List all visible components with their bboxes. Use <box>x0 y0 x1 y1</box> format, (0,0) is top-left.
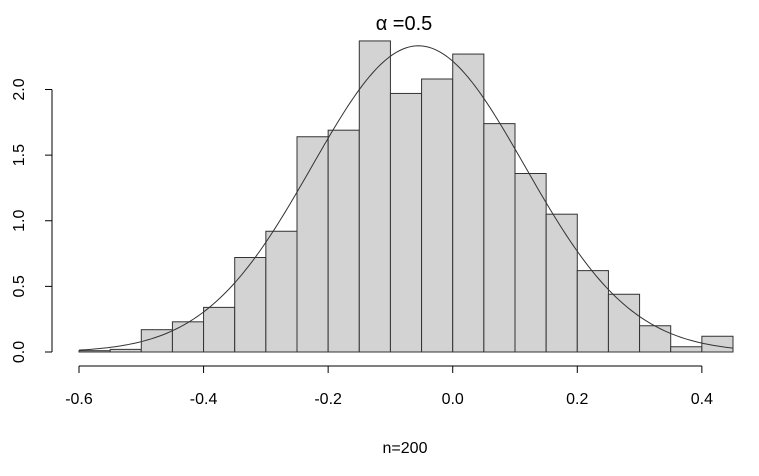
histogram-bar <box>234 257 267 353</box>
histogram-bar <box>576 270 609 353</box>
chart-title: α =0.5 <box>376 13 433 35</box>
histogram-bar <box>452 53 485 353</box>
x-tick-label: 0.4 <box>691 391 713 408</box>
y-tick-label: 1.0 <box>11 210 28 232</box>
histogram-bar <box>327 129 360 353</box>
histogram-bar <box>389 92 423 353</box>
histogram-bars <box>78 40 734 353</box>
histogram-bar <box>421 78 454 353</box>
histogram-bar <box>514 173 547 353</box>
y-tick-label: 0.5 <box>11 275 28 297</box>
histogram-bar <box>670 346 703 353</box>
x-tick-label: 0.2 <box>566 391 588 408</box>
histogram-bar <box>296 136 329 353</box>
y-tick-label: 2.0 <box>11 78 28 100</box>
histogram-bar <box>639 325 672 353</box>
histogram-bar <box>483 123 516 353</box>
x-axis-label: n=200 <box>383 440 428 457</box>
x-axis: -0.6 -0.4 -0.2 0.0 0.2 0.4 <box>65 365 713 408</box>
title-text: =0.5 <box>387 13 432 35</box>
histogram-bar <box>607 293 641 353</box>
x-tick-label: 0.0 <box>442 391 464 408</box>
density-curve <box>78 45 734 351</box>
x-tick-label: -0.6 <box>65 391 93 408</box>
histogram-bar <box>171 321 205 353</box>
histogram-bar <box>203 306 236 353</box>
x-tick-label: -0.2 <box>314 391 342 408</box>
x-tick-label: -0.4 <box>190 391 218 408</box>
histogram-bar <box>545 213 578 353</box>
y-axis: 0.0 0.5 1.0 1.5 2.0 <box>11 78 53 363</box>
histogram-bar <box>78 350 111 353</box>
y-tick-label: 0.0 <box>11 341 28 363</box>
y-tick-label: 1.5 <box>11 144 28 166</box>
histogram-bar <box>701 335 734 353</box>
title-symbol: α <box>376 13 388 35</box>
histogram-bar <box>109 348 142 353</box>
histogram-bar <box>358 40 391 353</box>
histogram-bar <box>265 230 298 353</box>
